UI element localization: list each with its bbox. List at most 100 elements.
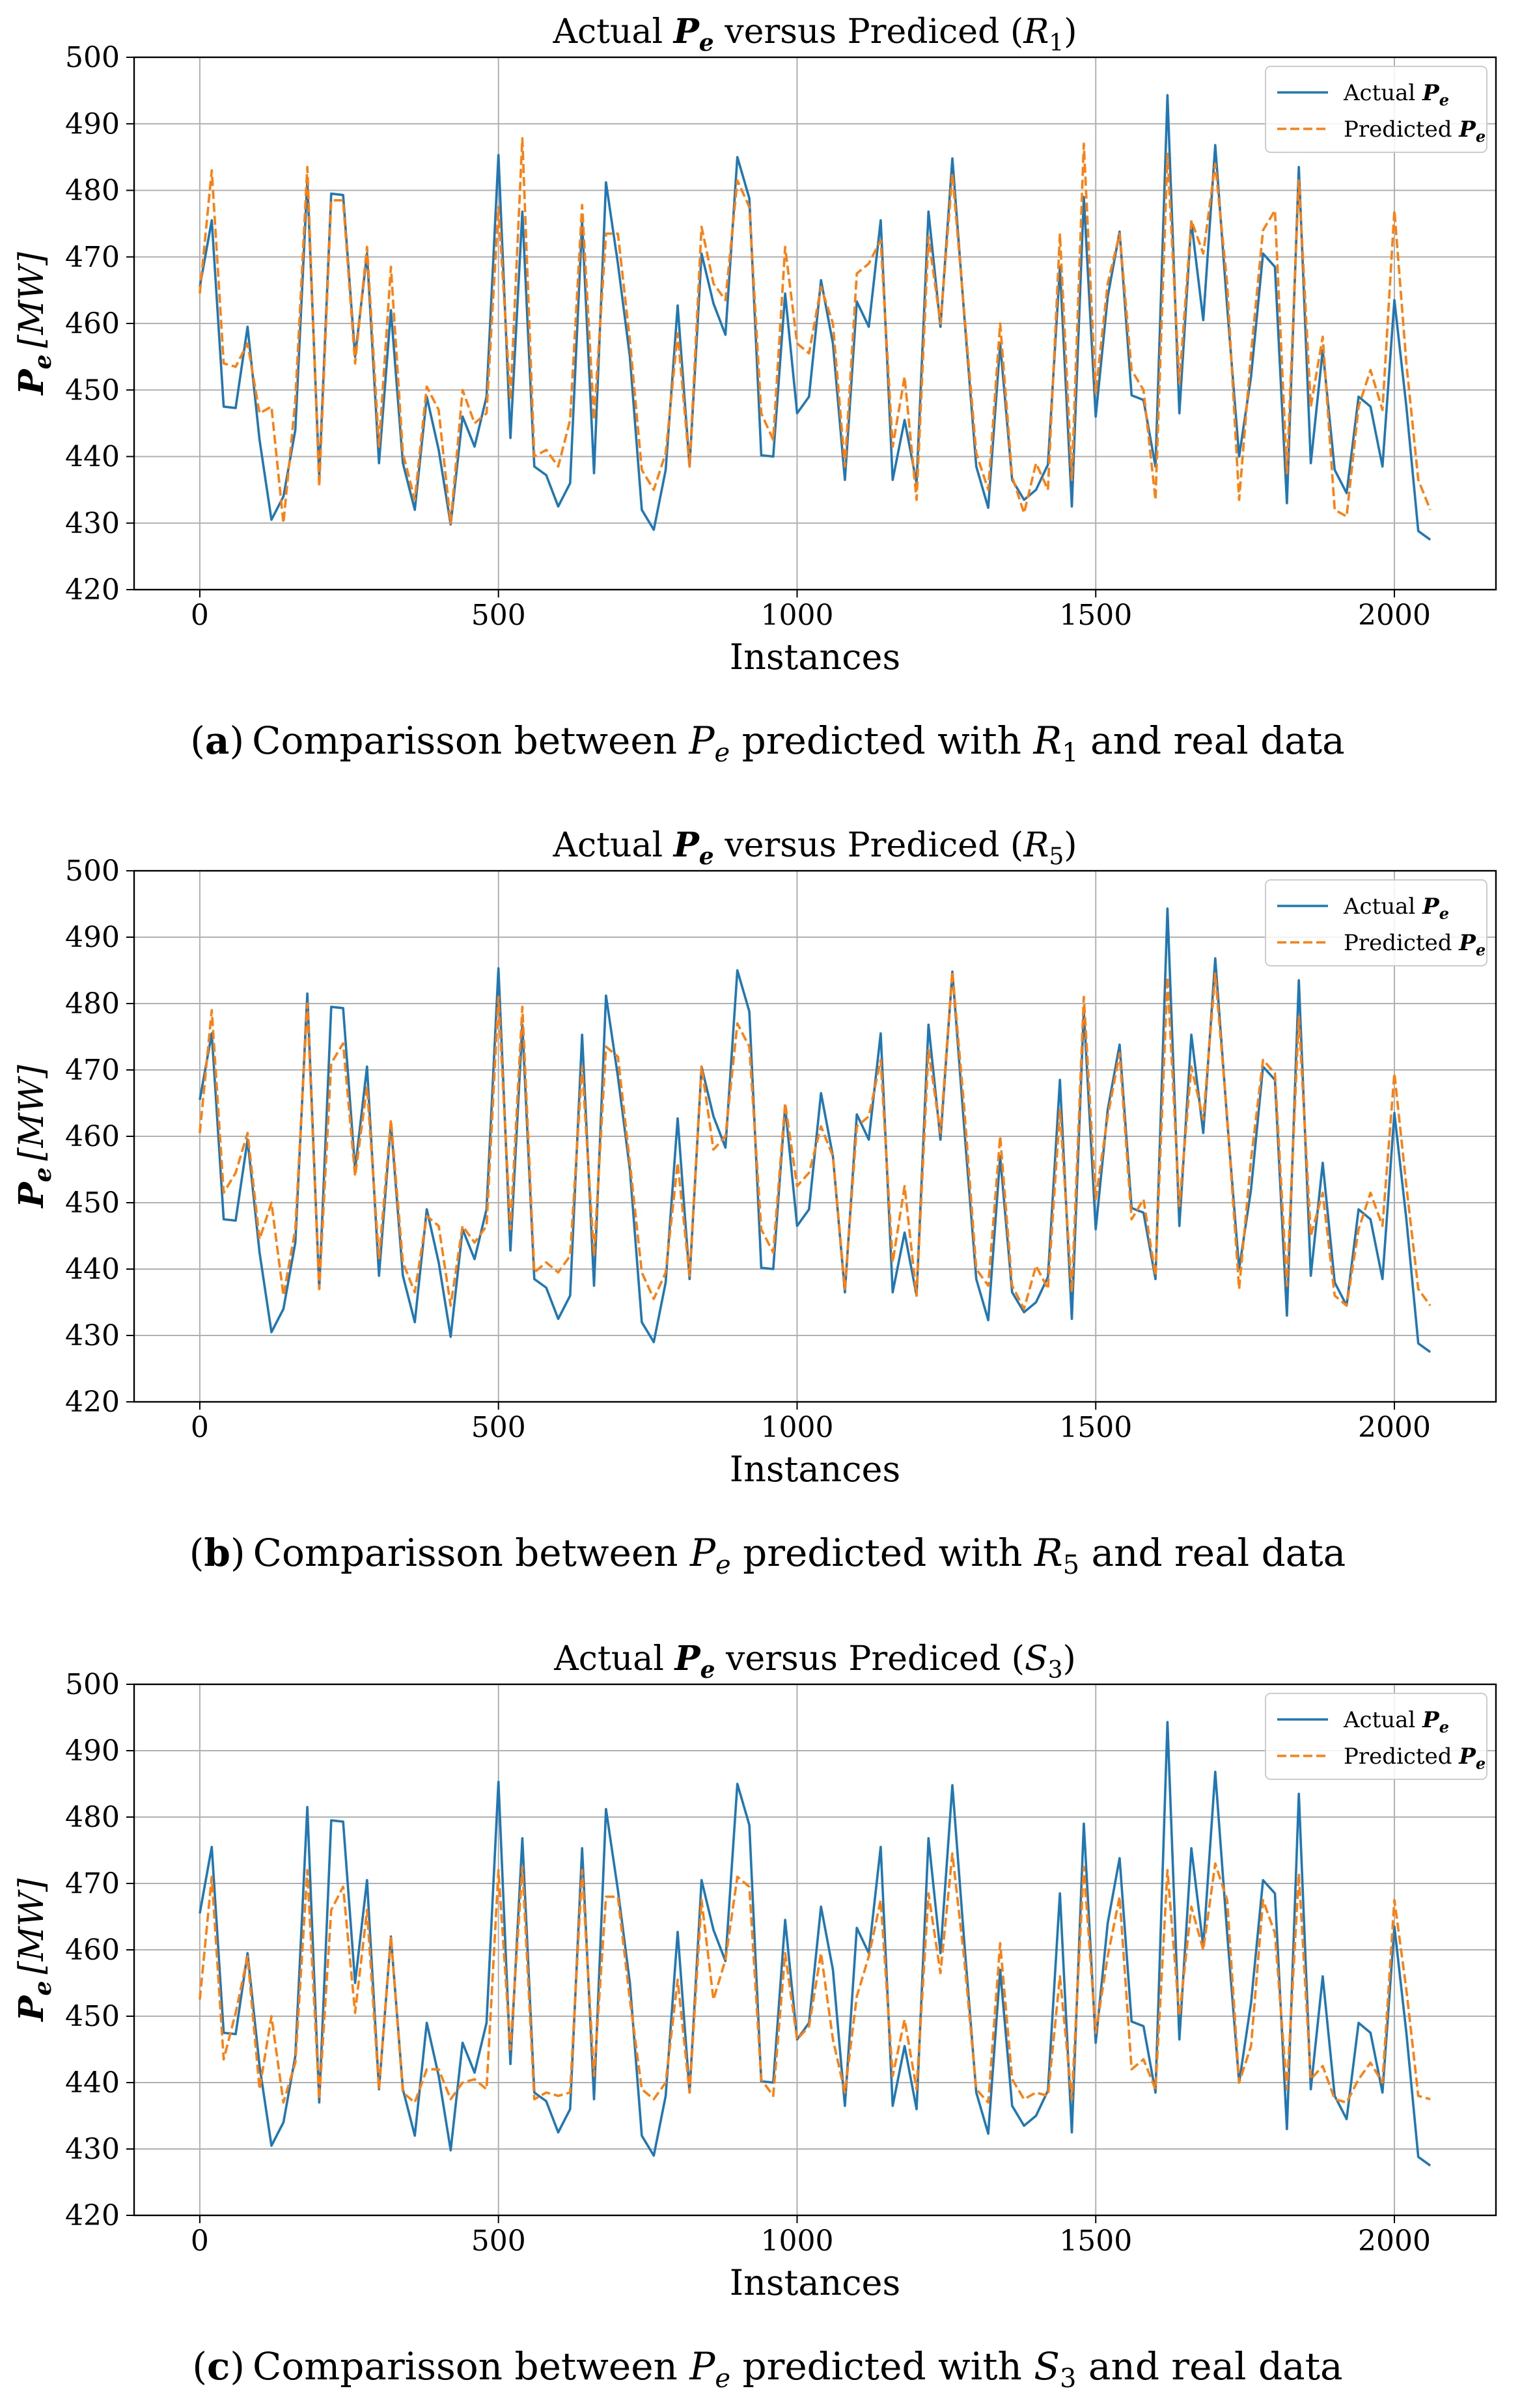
caption-text: and real data xyxy=(1079,1531,1346,1575)
caption-text: predicted with xyxy=(730,2344,1034,2388)
actual-series-line xyxy=(199,907,1431,1353)
y-label-subscript: e xyxy=(29,355,57,370)
title-symbol: P xyxy=(673,1639,701,1678)
actual-series-line xyxy=(199,1721,1431,2167)
legend-subscript: e xyxy=(1439,90,1449,109)
chart-title: Actual Pe versus Prediced (R5) xyxy=(552,825,1077,870)
y-label-unit: [MW] xyxy=(12,1065,51,1161)
caption-letter: a xyxy=(205,718,230,763)
y-tick-label: 500 xyxy=(65,855,120,888)
y-axis-label: Pe [MW] xyxy=(12,1878,57,2023)
y-tick-label: 430 xyxy=(65,1319,120,1352)
caption-paren: ( xyxy=(189,1531,204,1575)
caption-model: R xyxy=(1034,1531,1063,1575)
title-model: R xyxy=(1023,826,1049,865)
caption-paren: ) xyxy=(230,1531,245,1575)
y-tick-label: 490 xyxy=(65,1734,120,1768)
caption-symbol: P xyxy=(689,2344,715,2388)
legend-subscript: e xyxy=(1439,1717,1449,1736)
title-text: versus Prediced xyxy=(714,826,1010,865)
predicted-series-line xyxy=(199,137,1431,525)
title-paren: ) xyxy=(1064,826,1077,865)
y-tick-label: 470 xyxy=(65,241,120,274)
x-tick-label: 1000 xyxy=(760,599,833,632)
title-subscript: e xyxy=(700,1656,715,1684)
title-paren: ( xyxy=(1010,12,1023,51)
y-tick-label: 490 xyxy=(65,107,120,141)
title-symbol: P xyxy=(672,825,700,865)
caption-text: and real data xyxy=(1079,718,1345,763)
title-text: versus Prediced xyxy=(714,12,1010,51)
y-tick-label: 440 xyxy=(65,2066,120,2100)
legend-subscript: e xyxy=(1476,1754,1486,1773)
y-label-symbol: P xyxy=(12,1181,51,1209)
title-paren: ( xyxy=(1010,826,1023,865)
x-tick-label: 1500 xyxy=(1059,1411,1132,1444)
predicted-series-line xyxy=(199,970,1431,1310)
y-label-subscript: e xyxy=(29,1168,57,1183)
panel-caption: (c) Comparisson between Pe predicted with… xyxy=(192,2344,1342,2394)
y-tick-label: 450 xyxy=(65,2000,120,2033)
legend-symbol: P xyxy=(1422,80,1440,106)
caption-subscript: e xyxy=(715,738,730,768)
legend-predicted-label: Predicted Pe xyxy=(1344,116,1486,146)
x-tick-label: 500 xyxy=(471,2224,526,2258)
y-tick-label: 460 xyxy=(65,307,120,340)
title-model: R xyxy=(1023,12,1049,51)
caption-model: S xyxy=(1034,2344,1060,2388)
caption-text: Comparisson between xyxy=(252,718,689,763)
legend-symbol: P xyxy=(1458,116,1476,143)
title-text: Actual xyxy=(553,1639,674,1678)
legend-label-text: Predicted xyxy=(1344,1744,1459,1770)
predicted-series-line xyxy=(199,1852,1431,2104)
y-tick-label: 460 xyxy=(65,1120,120,1153)
legend-symbol: P xyxy=(1458,1744,1476,1770)
y-tick-label: 430 xyxy=(65,2133,120,2166)
legend-actual-label: Actual Pe xyxy=(1343,894,1449,923)
y-tick-label: 440 xyxy=(65,441,120,474)
legend-predicted-label: Predicted Pe xyxy=(1344,1744,1486,1773)
y-axis-label: Pe [MW] xyxy=(12,252,57,396)
caption-model-subscript: 1 xyxy=(1062,738,1078,768)
legend-subscript: e xyxy=(1476,127,1486,146)
x-tick-label: 2000 xyxy=(1358,2224,1431,2258)
title-model-subscript: 3 xyxy=(1048,1657,1063,1684)
caption-text: predicted with xyxy=(731,1531,1034,1575)
x-tick-label: 0 xyxy=(191,2224,209,2258)
caption-paren: ( xyxy=(192,2344,207,2388)
caption-text: predicted with xyxy=(730,718,1033,763)
y-tick-label: 500 xyxy=(65,41,120,74)
caption-subscript: e xyxy=(715,1550,731,1580)
actual-series-line xyxy=(199,94,1431,541)
y-axis-label: Pe [MW] xyxy=(12,1065,57,1209)
caption-subscript: e xyxy=(715,2364,730,2394)
x-tick-label: 1500 xyxy=(1059,2224,1132,2258)
legend-label-text: Predicted xyxy=(1344,116,1459,143)
x-tick-label: 2000 xyxy=(1358,1411,1431,1444)
legend-box xyxy=(1265,66,1487,153)
y-tick-label: 490 xyxy=(65,921,120,954)
chart-panel-c: 0 500 1000 1500 2000 420 430 440 450 460 470 480 490… xyxy=(12,1639,1497,2394)
y-label-symbol: P xyxy=(12,1995,51,2023)
caption-symbol: P xyxy=(689,718,715,763)
legend-label-text: Predicted xyxy=(1344,930,1459,956)
caption-paren: ( xyxy=(190,718,205,763)
title-text: Actual xyxy=(552,826,673,865)
caption-model: R xyxy=(1032,718,1062,763)
legend-label-text: Actual xyxy=(1343,894,1422,920)
caption-symbol: P xyxy=(689,1531,716,1575)
y-tick-label: 420 xyxy=(65,1386,120,1419)
caption-letter: b xyxy=(204,1531,230,1575)
panel-caption: (a) Comparisson between Pe predicted with… xyxy=(190,718,1345,768)
legend-box xyxy=(1265,1693,1487,1780)
caption-text: Comparisson between xyxy=(253,2344,689,2388)
y-tick-label: 450 xyxy=(65,374,120,407)
title-subscript: e xyxy=(699,29,714,57)
title-symbol: P xyxy=(672,12,700,51)
legend-symbol: P xyxy=(1422,1707,1440,1733)
legend-box xyxy=(1265,879,1487,966)
